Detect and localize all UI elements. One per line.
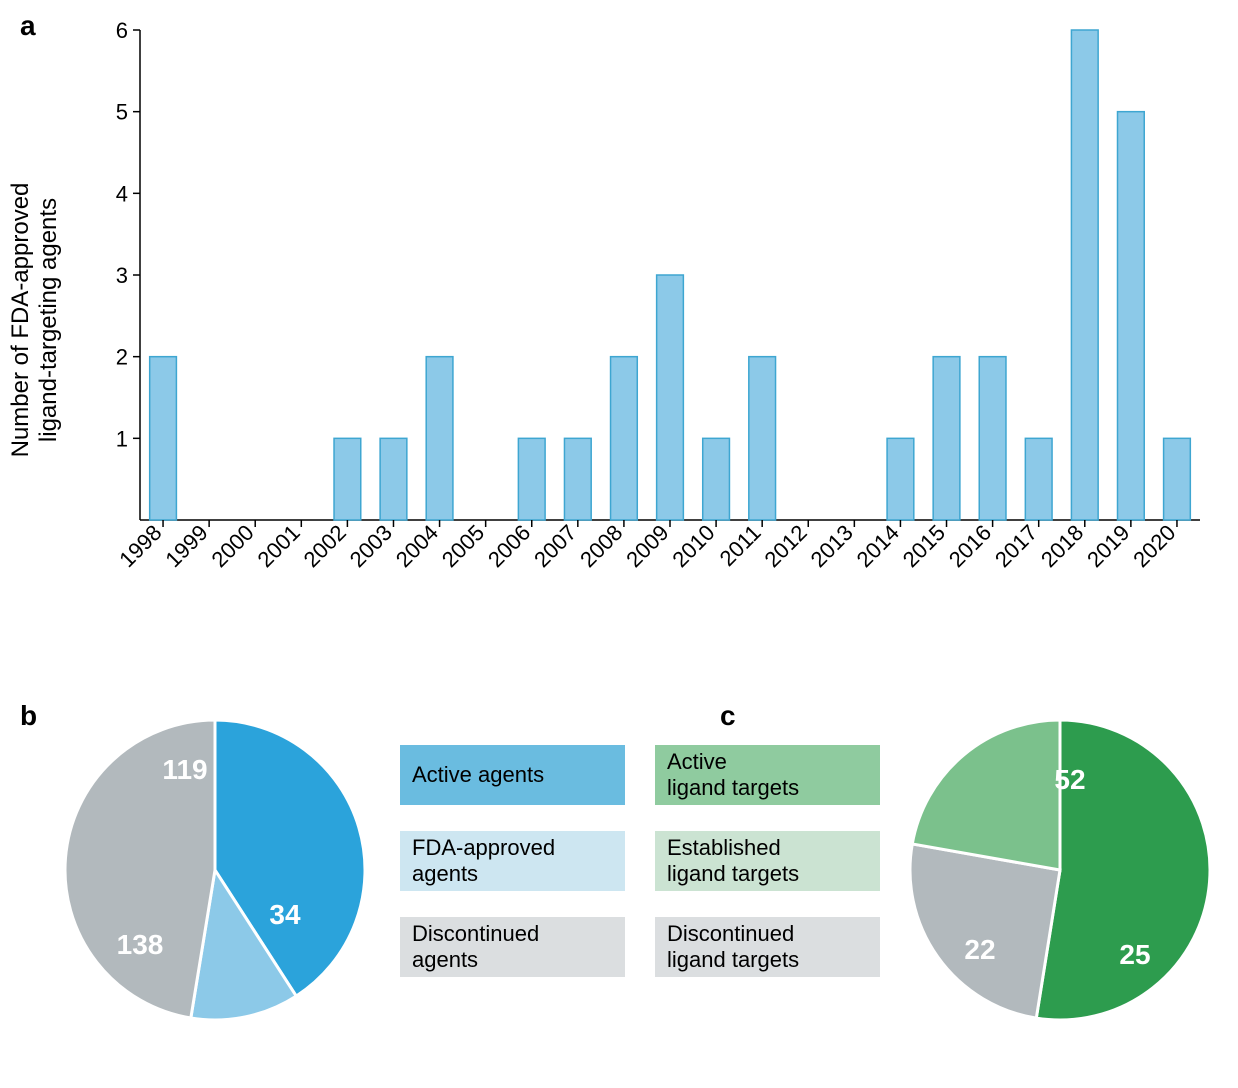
svg-text:2017: 2017 xyxy=(990,520,1042,572)
svg-text:6: 6 xyxy=(116,20,128,43)
legend-row: Active agents Activeligand targets xyxy=(400,745,880,805)
svg-text:2013: 2013 xyxy=(806,520,858,572)
pie-slice-label: 138 xyxy=(117,929,164,961)
svg-text:2016: 2016 xyxy=(944,520,996,572)
svg-text:2009: 2009 xyxy=(621,520,673,572)
pie-chart-b: 119 34 138 xyxy=(65,720,365,1020)
pie-b-svg xyxy=(65,720,365,1020)
pie-chart-c: 52 25 22 xyxy=(910,720,1210,1020)
svg-text:1: 1 xyxy=(116,426,128,451)
pie-slice-label: 25 xyxy=(1119,939,1150,971)
legend-item-agents: Discontinuedagents xyxy=(400,917,625,977)
panel-a-bar-chart: Number of FDA-approved ligand-targeting … xyxy=(80,20,1210,620)
svg-text:2019: 2019 xyxy=(1082,520,1134,572)
svg-text:2000: 2000 xyxy=(206,520,258,572)
svg-text:2015: 2015 xyxy=(898,520,950,572)
legend-item-agents: Active agents xyxy=(400,745,625,805)
y-axis-label: Number of FDA-approved ligand-targeting … xyxy=(7,183,63,458)
svg-text:2010: 2010 xyxy=(667,520,719,572)
svg-text:1999: 1999 xyxy=(160,520,212,572)
legend-item-targets: Establishedligand targets xyxy=(655,831,880,891)
pie-slice-label: 52 xyxy=(1054,764,1085,796)
svg-text:3: 3 xyxy=(116,263,128,288)
svg-text:2018: 2018 xyxy=(1036,520,1088,572)
svg-text:2001: 2001 xyxy=(253,520,305,572)
svg-text:2007: 2007 xyxy=(529,520,581,572)
legend-row: Discontinuedagents Discontinuedligand tar… xyxy=(400,917,880,977)
pie-slice-label: 34 xyxy=(269,899,300,931)
svg-text:2006: 2006 xyxy=(483,520,535,572)
svg-text:2004: 2004 xyxy=(391,520,443,572)
panel-a-label: a xyxy=(20,10,36,42)
legend-row: FDA-approvedagents Establishedligand targ… xyxy=(400,831,880,891)
pie-slice-label: 22 xyxy=(964,934,995,966)
bar-chart-svg: 1234561998199920002001200220032004200520… xyxy=(80,20,1210,630)
legend-item-agents: FDA-approvedagents xyxy=(400,831,625,891)
svg-text:2011: 2011 xyxy=(715,520,766,571)
svg-text:2005: 2005 xyxy=(437,520,489,572)
svg-text:2008: 2008 xyxy=(575,520,627,572)
svg-text:2012: 2012 xyxy=(760,520,812,572)
svg-text:2: 2 xyxy=(116,345,128,370)
legend-item-targets: Discontinuedligand targets xyxy=(655,917,880,977)
svg-text:2002: 2002 xyxy=(299,520,351,572)
svg-text:1998: 1998 xyxy=(114,520,166,572)
legend: Active agents Activeligand targets FDA-app… xyxy=(400,745,880,1003)
pie-slice-label: 119 xyxy=(162,754,207,786)
legend-item-targets: Activeligand targets xyxy=(655,745,880,805)
svg-text:2020: 2020 xyxy=(1128,520,1180,572)
svg-text:2003: 2003 xyxy=(345,520,397,572)
svg-text:2014: 2014 xyxy=(852,520,904,572)
svg-text:5: 5 xyxy=(116,100,128,125)
svg-text:4: 4 xyxy=(116,181,128,206)
